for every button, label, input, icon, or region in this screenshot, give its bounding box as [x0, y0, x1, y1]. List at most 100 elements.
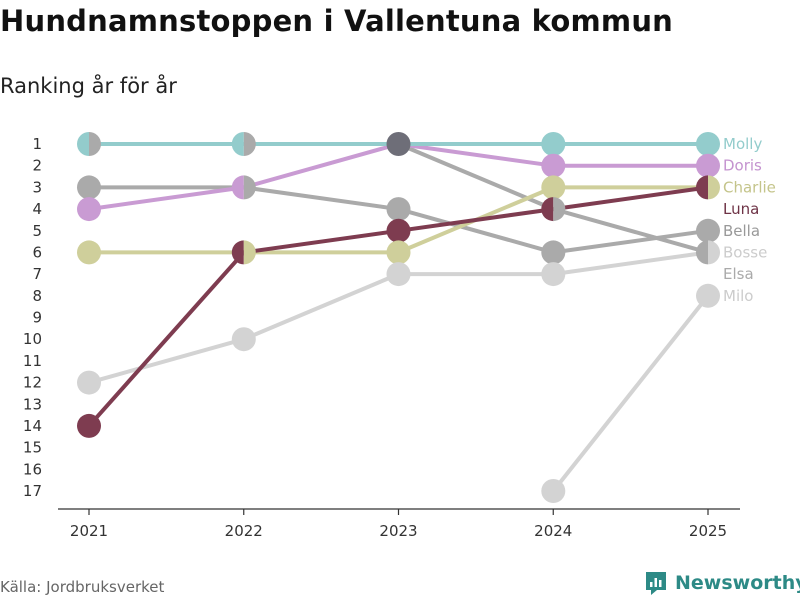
marker-elsa: [696, 283, 720, 308]
marker-group: [77, 240, 101, 265]
end-label-bella: Bella: [723, 222, 760, 240]
marker-luna: [231, 240, 244, 265]
marker-charlie: [708, 175, 720, 200]
y-tick-label: 12: [23, 374, 42, 392]
marker-group: [386, 240, 411, 265]
end-label-milo: Milo: [723, 287, 753, 305]
marker-molly: [77, 132, 89, 156]
marker-bella: [553, 197, 566, 222]
marker-milo: [386, 262, 411, 287]
marker-luna: [696, 175, 708, 200]
marker-luna: [541, 197, 554, 222]
y-tick-label: 7: [32, 265, 42, 283]
marker-molly: [696, 132, 720, 156]
marker-group: [77, 370, 101, 395]
marker-bosse: [386, 197, 411, 222]
y-tick-label: 13: [23, 395, 42, 413]
marker-group: [541, 262, 566, 287]
marker-group: [77, 175, 101, 200]
end-labels: Molly Doris Charlie Luna Bella Bosse Elsa Milo: [723, 135, 776, 305]
marker-group: [77, 413, 101, 438]
marker-milo: [708, 240, 720, 265]
marker-doris: [541, 153, 566, 178]
marker-doris: [77, 197, 101, 222]
marker-group: [541, 132, 566, 156]
marker-group: [77, 132, 101, 156]
marker-bella: [89, 132, 101, 156]
y-tick-label: 16: [23, 460, 42, 478]
marker-bosse: [243, 175, 256, 200]
end-label-elsa: Elsa: [723, 265, 754, 283]
marker-group: [541, 197, 566, 222]
marker-elsa: [541, 479, 566, 503]
marker-charlie: [77, 240, 101, 265]
y-tick-label: 10: [23, 330, 42, 348]
marker-bella: [696, 240, 708, 265]
end-label-charlie: Charlie: [723, 178, 776, 196]
marker-group: [696, 132, 720, 156]
marker-luna: [77, 413, 101, 438]
marker-group: [541, 175, 566, 200]
end-label-bosse: Bosse: [723, 243, 767, 261]
marker-group: [696, 218, 720, 243]
x-tick-label: 2021: [70, 522, 108, 540]
series-line-elsa: [551, 293, 710, 493]
marker-group: [696, 153, 720, 178]
end-label-molly: Molly: [723, 135, 762, 153]
marker-group: [77, 197, 101, 222]
y-tick-label: 11: [23, 352, 42, 370]
marker-doris: [231, 175, 244, 200]
marker-molly: [231, 132, 244, 156]
y-tick-label: 3: [32, 178, 42, 196]
y-tick-label: 6: [32, 243, 42, 261]
marker-group: [541, 153, 566, 178]
y-tick-label: 1: [32, 135, 42, 153]
y-tick-label: 8: [32, 287, 42, 305]
y-tick-label: 9: [32, 309, 42, 327]
marker-doris: [696, 153, 720, 178]
marker-bella: [243, 132, 256, 156]
y-tick-label: 17: [23, 482, 42, 500]
marker-group: [386, 218, 411, 243]
marker-charlie: [243, 240, 256, 265]
marker-group: [386, 197, 411, 222]
marker-milo: [231, 327, 256, 352]
marker-group: [541, 479, 566, 503]
x-tick-label: 2023: [379, 522, 417, 540]
marker-group: [696, 240, 720, 265]
marker-group: [231, 175, 256, 200]
marker-charlie: [386, 240, 411, 265]
marker-group: [696, 175, 720, 200]
marker-group: [696, 283, 720, 308]
marker-bosse: [77, 175, 101, 200]
end-label-doris: Doris: [723, 157, 762, 175]
marker-milo: [541, 262, 566, 287]
marker-milo: [77, 370, 101, 395]
marker-group: [541, 240, 566, 265]
marker-group: [231, 327, 256, 352]
chart-subtitle: Ranking år för år: [0, 74, 177, 98]
marker-bosse: [541, 240, 566, 265]
marker-group: [231, 240, 256, 265]
y-tick-label: 2: [32, 157, 42, 175]
end-label-luna: Luna: [723, 200, 759, 218]
chart-title: Hundnamnstoppen i Vallentuna kommun: [0, 4, 674, 38]
y-tick-label: 15: [23, 439, 42, 457]
marker-charlie: [541, 175, 566, 200]
marker-molly: [541, 132, 566, 156]
y-tick-label: 5: [32, 222, 42, 240]
y-tick-label: 4: [32, 200, 42, 218]
x-tick-label: 2022: [225, 522, 263, 540]
marker-group: [231, 132, 256, 156]
marker-group: [386, 132, 411, 156]
y-tick-label: 14: [23, 417, 42, 435]
series-lines: [87, 142, 710, 493]
brand-name: Newsworthy: [675, 572, 800, 594]
brand-logo[interactable]: Newsworthy: [645, 570, 800, 596]
series-markers: [77, 132, 720, 503]
x-axis: 2021 2022 2023 2024 2025: [58, 508, 740, 540]
source-note: Källa: Jordbruksverket: [0, 578, 165, 596]
x-tick-label: 2024: [534, 522, 572, 540]
